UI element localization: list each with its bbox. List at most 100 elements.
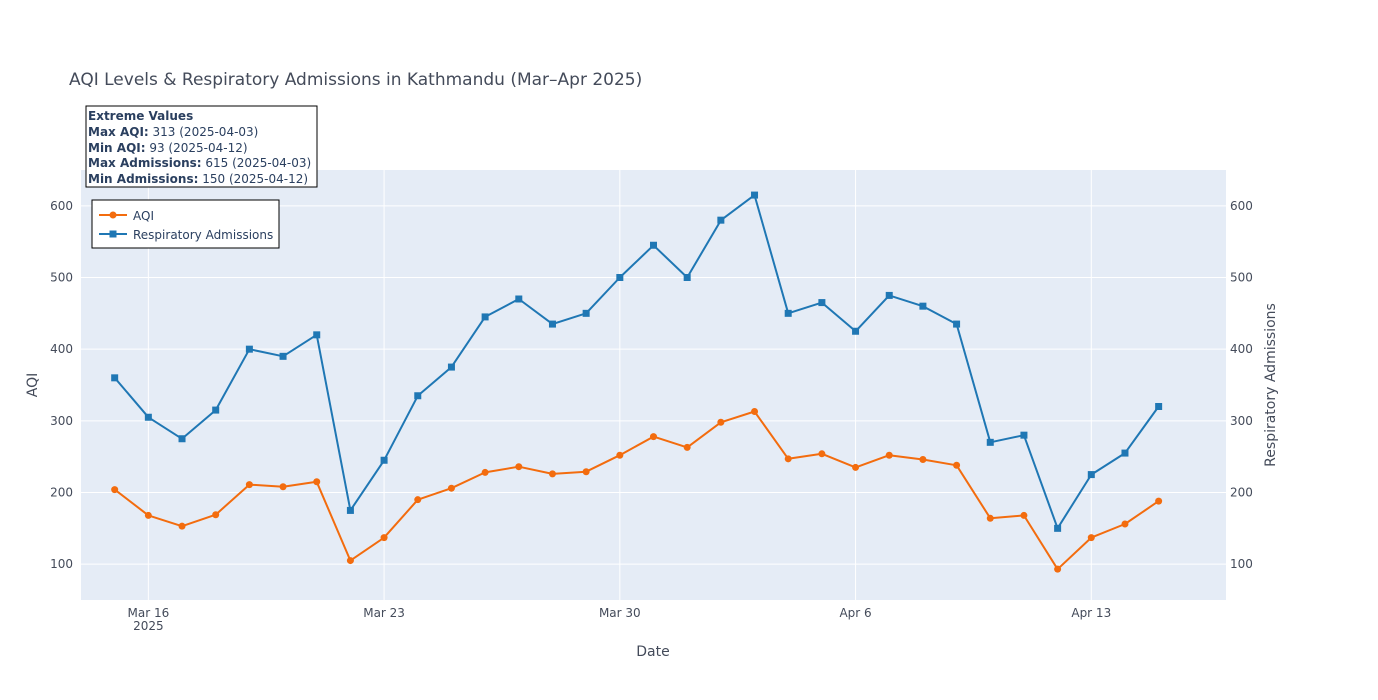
data-point-aqi[interactable] (885, 451, 893, 459)
data-point-aqi[interactable] (346, 557, 354, 565)
annotation-value: 150 (2025-04-12) (198, 172, 308, 186)
y2-tick-label: 400 (1230, 342, 1253, 356)
data-point-aqi[interactable] (111, 486, 119, 494)
legend-box (91, 199, 280, 249)
data-point-aqi[interactable] (1155, 497, 1163, 505)
legend-marker-aqi (109, 211, 117, 219)
data-point-aqi[interactable] (279, 483, 287, 491)
data-point-aqi[interactable] (784, 455, 792, 463)
legend-item-admissions[interactable]: Respiratory Admissions (99, 228, 273, 242)
data-point-aqi[interactable] (212, 511, 220, 519)
data-point-aqi[interactable] (818, 450, 826, 458)
data-point-aqi[interactable] (548, 470, 556, 478)
data-point-respiratory-admissions[interactable] (1054, 524, 1062, 532)
data-point-respiratory-admissions[interactable] (616, 274, 624, 281)
annotation-heading: Extreme Values (88, 109, 193, 123)
data-point-respiratory-admissions[interactable] (245, 345, 253, 353)
data-point-respiratory-admissions[interactable] (380, 456, 388, 464)
y2-tick-label: 200 (1230, 486, 1253, 500)
data-point-aqi[interactable] (953, 461, 961, 469)
data-point-respiratory-admissions[interactable] (885, 291, 893, 299)
annotation-value: 313 (2025-04-03) (149, 125, 259, 139)
data-point-respiratory-admissions[interactable] (1155, 403, 1163, 410)
data-point-respiratory-admissions[interactable] (582, 309, 590, 317)
data-point-respiratory-admissions[interactable] (1121, 449, 1129, 457)
data-point-respiratory-admissions[interactable] (346, 506, 354, 514)
data-point-respiratory-admissions[interactable] (548, 320, 556, 328)
legend-item-aqi[interactable]: AQI (99, 209, 154, 223)
data-point-aqi[interactable] (582, 468, 590, 476)
data-point-respiratory-admissions[interactable] (212, 406, 220, 414)
series-line-respiratory-admissions (113, 194, 1160, 530)
data-point-respiratory-admissions[interactable] (1020, 431, 1028, 439)
data-point-respiratory-admissions[interactable] (852, 327, 860, 335)
data-point-aqi[interactable] (1121, 520, 1129, 528)
data-point-aqi[interactable] (683, 443, 691, 451)
data-point-aqi[interactable] (616, 451, 624, 459)
data-point-respiratory-admissions[interactable] (784, 309, 792, 317)
data-point-aqi[interactable] (178, 522, 186, 530)
data-point-respiratory-admissions[interactable] (986, 438, 994, 446)
y-axis-title: AQI (25, 373, 41, 397)
annotation-line-min-admissions: Min Admissions: 150 (2025-04-12) (88, 172, 308, 186)
data-point-aqi[interactable] (1087, 534, 1095, 542)
data-point-aqi[interactable] (717, 418, 725, 426)
annotation-value: 93 (2025-04-12) (146, 141, 248, 155)
data-point-aqi[interactable] (447, 484, 455, 492)
legend-marker-admissions (109, 230, 117, 238)
data-point-aqi[interactable] (144, 511, 152, 519)
data-point-aqi[interactable] (380, 534, 388, 542)
data-point-aqi[interactable] (245, 481, 253, 489)
data-point-respiratory-admissions[interactable] (414, 392, 422, 400)
data-point-respiratory-admissions[interactable] (1087, 471, 1095, 479)
data-point-aqi[interactable] (414, 496, 422, 504)
x-tick-label: Mar 30 (599, 606, 641, 620)
data-point-respiratory-admissions[interactable] (751, 191, 759, 199)
y-tick-label: 200 (50, 486, 73, 500)
y2-axis-title: Respiratory Admissions (1263, 303, 1279, 467)
data-point-respiratory-admissions[interactable] (683, 274, 691, 281)
annotation-box (85, 105, 318, 188)
y-tick-label: 300 (50, 414, 73, 428)
data-point-respiratory-admissions[interactable] (313, 331, 321, 339)
data-point-respiratory-admissions[interactable] (650, 241, 657, 249)
annotation-label: Max AQI: (88, 125, 149, 139)
data-point-respiratory-admissions[interactable] (144, 413, 152, 421)
data-point-respiratory-admissions[interactable] (178, 435, 186, 443)
data-point-aqi[interactable] (481, 468, 489, 476)
data-point-aqi[interactable] (751, 408, 759, 416)
data-point-aqi[interactable] (919, 456, 927, 464)
data-point-aqi[interactable] (986, 514, 994, 522)
data-point-aqi[interactable] (1020, 511, 1028, 519)
data-point-respiratory-admissions[interactable] (447, 363, 455, 371)
data-point-respiratory-admissions[interactable] (818, 299, 826, 307)
data-point-aqi[interactable] (650, 433, 657, 441)
annotation-line-min-aqi: Min AQI: 93 (2025-04-12) (88, 141, 248, 155)
x-tick-label: Apr 6 (839, 606, 871, 620)
data-point-aqi[interactable] (1054, 565, 1062, 573)
data-point-respiratory-admissions[interactable] (279, 352, 287, 360)
data-point-respiratory-admissions[interactable] (717, 216, 725, 224)
legend-label-aqi: AQI (133, 209, 154, 223)
annotation-line-max-aqi: Max AQI: 313 (2025-04-03) (88, 125, 258, 139)
data-point-respiratory-admissions[interactable] (953, 320, 961, 328)
data-point-respiratory-admissions[interactable] (515, 295, 523, 303)
data-point-aqi[interactable] (515, 463, 523, 471)
x-tick-label: Apr 13 (1071, 606, 1111, 620)
data-point-respiratory-admissions[interactable] (111, 374, 119, 382)
axes: 100 100 200 200 300 300 400 400 500 500 600 600 Mar … (50, 199, 1253, 633)
annotation-label: Min AQI: (88, 141, 146, 155)
data-point-aqi[interactable] (313, 478, 321, 486)
extreme-values-annotation: Extreme Values Max AQI: 313 (2025-04-03)… (85, 105, 318, 188)
annotation-value: 615 (2025-04-03) (202, 156, 312, 170)
x-tick-sublabel: 2025 (133, 619, 164, 633)
y-tick-label: 500 (50, 271, 73, 285)
data-point-aqi[interactable] (852, 463, 860, 471)
x-tick-label: Mar 23 (363, 606, 405, 620)
chart-title: AQI Levels & Respiratory Admissions in K… (69, 70, 642, 90)
data-point-respiratory-admissions[interactable] (919, 302, 927, 310)
legend: AQI Respiratory Admissions (91, 199, 280, 249)
annotation-label: Max Admissions: (88, 156, 202, 170)
data-point-respiratory-admissions[interactable] (481, 313, 489, 321)
